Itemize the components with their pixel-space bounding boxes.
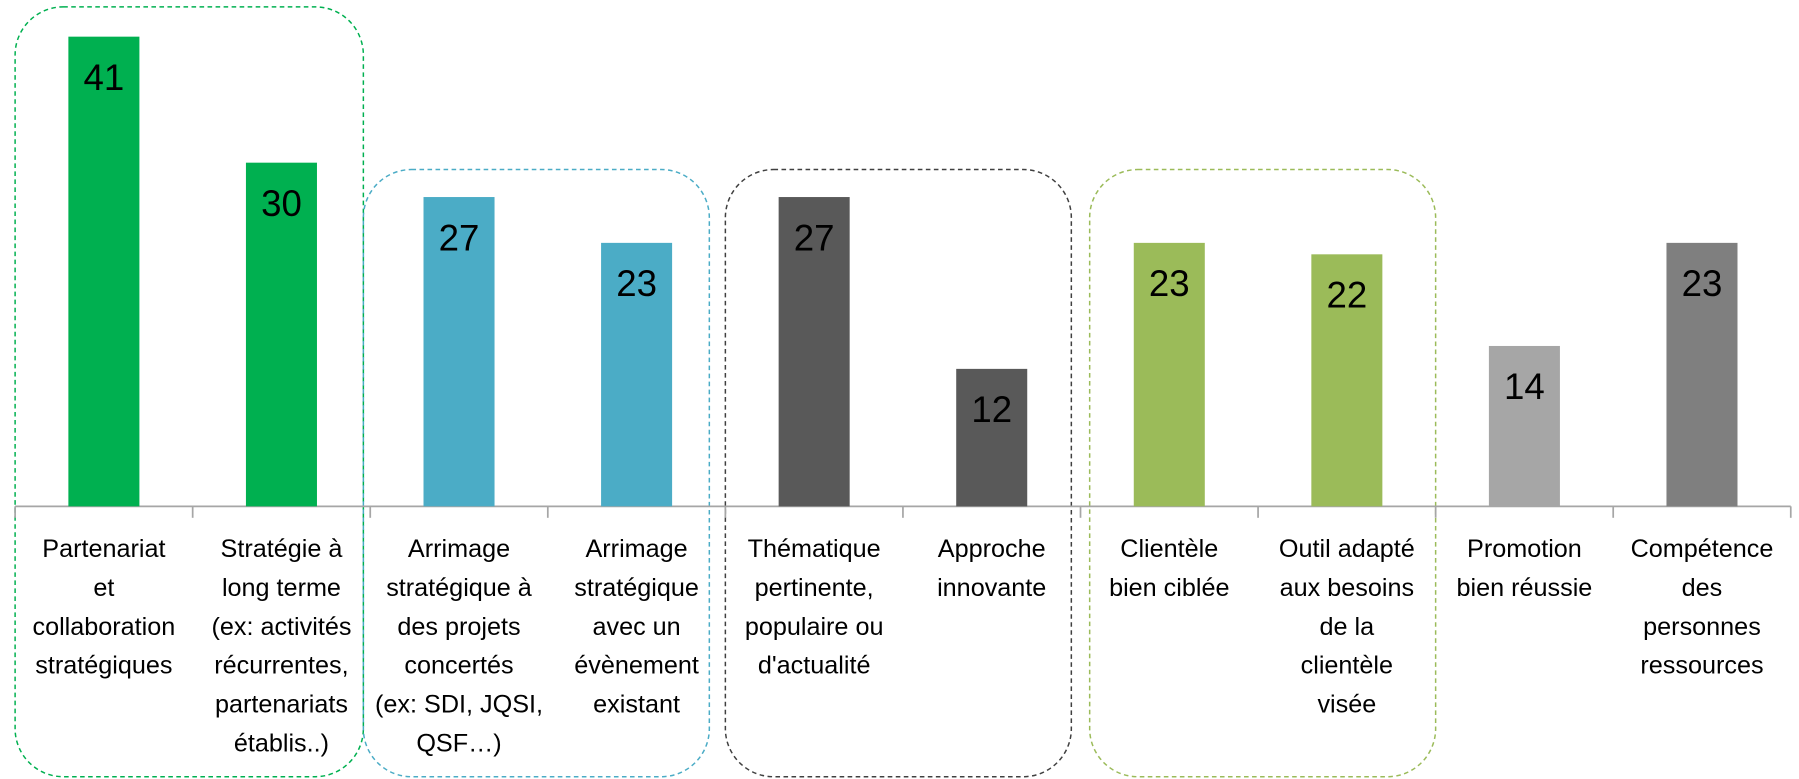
x-tick-label: Promotion bien réussie bbox=[1457, 535, 1593, 602]
bar bbox=[423, 197, 495, 507]
data-label: 22 bbox=[1326, 275, 1367, 316]
data-label: 23 bbox=[616, 263, 657, 304]
bar bbox=[1666, 242, 1738, 507]
bar bbox=[601, 242, 673, 507]
data-label: 41 bbox=[84, 57, 125, 98]
data-label: 30 bbox=[261, 183, 302, 224]
bar bbox=[68, 36, 140, 507]
x-tick-label: Arrimage stratégique avec un évènement exist… bbox=[574, 535, 699, 719]
group-box bbox=[724, 168, 1073, 778]
bar bbox=[1488, 345, 1560, 507]
x-tick-label: Compétence des personnes ressources bbox=[1631, 535, 1774, 680]
bar bbox=[1311, 254, 1383, 507]
x-tick-label: Partenariat et collaboration stratégiques bbox=[32, 535, 175, 680]
data-label: 23 bbox=[1149, 263, 1190, 304]
data-label: 14 bbox=[1504, 366, 1545, 407]
bar bbox=[778, 197, 850, 507]
data-label: 23 bbox=[1682, 263, 1723, 304]
x-tick-label: Approche innovante bbox=[937, 535, 1046, 602]
x-tick-label: Stratégie à long terme (ex: activités récur… bbox=[211, 535, 351, 758]
bar bbox=[245, 162, 317, 507]
data-label: 27 bbox=[439, 217, 480, 258]
bar bbox=[1133, 242, 1205, 507]
x-tick-label: Thématique pertinente, populaire ou d'actua… bbox=[745, 535, 884, 680]
x-tick-label: Clientèle bien ciblée bbox=[1109, 535, 1229, 602]
x-tick-label: Arrimage stratégique à des projets concerté… bbox=[375, 535, 543, 758]
data-label: 12 bbox=[971, 389, 1012, 430]
data-label: 27 bbox=[794, 217, 835, 258]
x-tick-label: Outil adapté aux besoins de la clientèle vis… bbox=[1279, 535, 1415, 719]
group-box bbox=[14, 6, 365, 778]
group-box bbox=[1088, 168, 1437, 778]
group-box bbox=[362, 168, 711, 778]
bar bbox=[956, 368, 1028, 507]
